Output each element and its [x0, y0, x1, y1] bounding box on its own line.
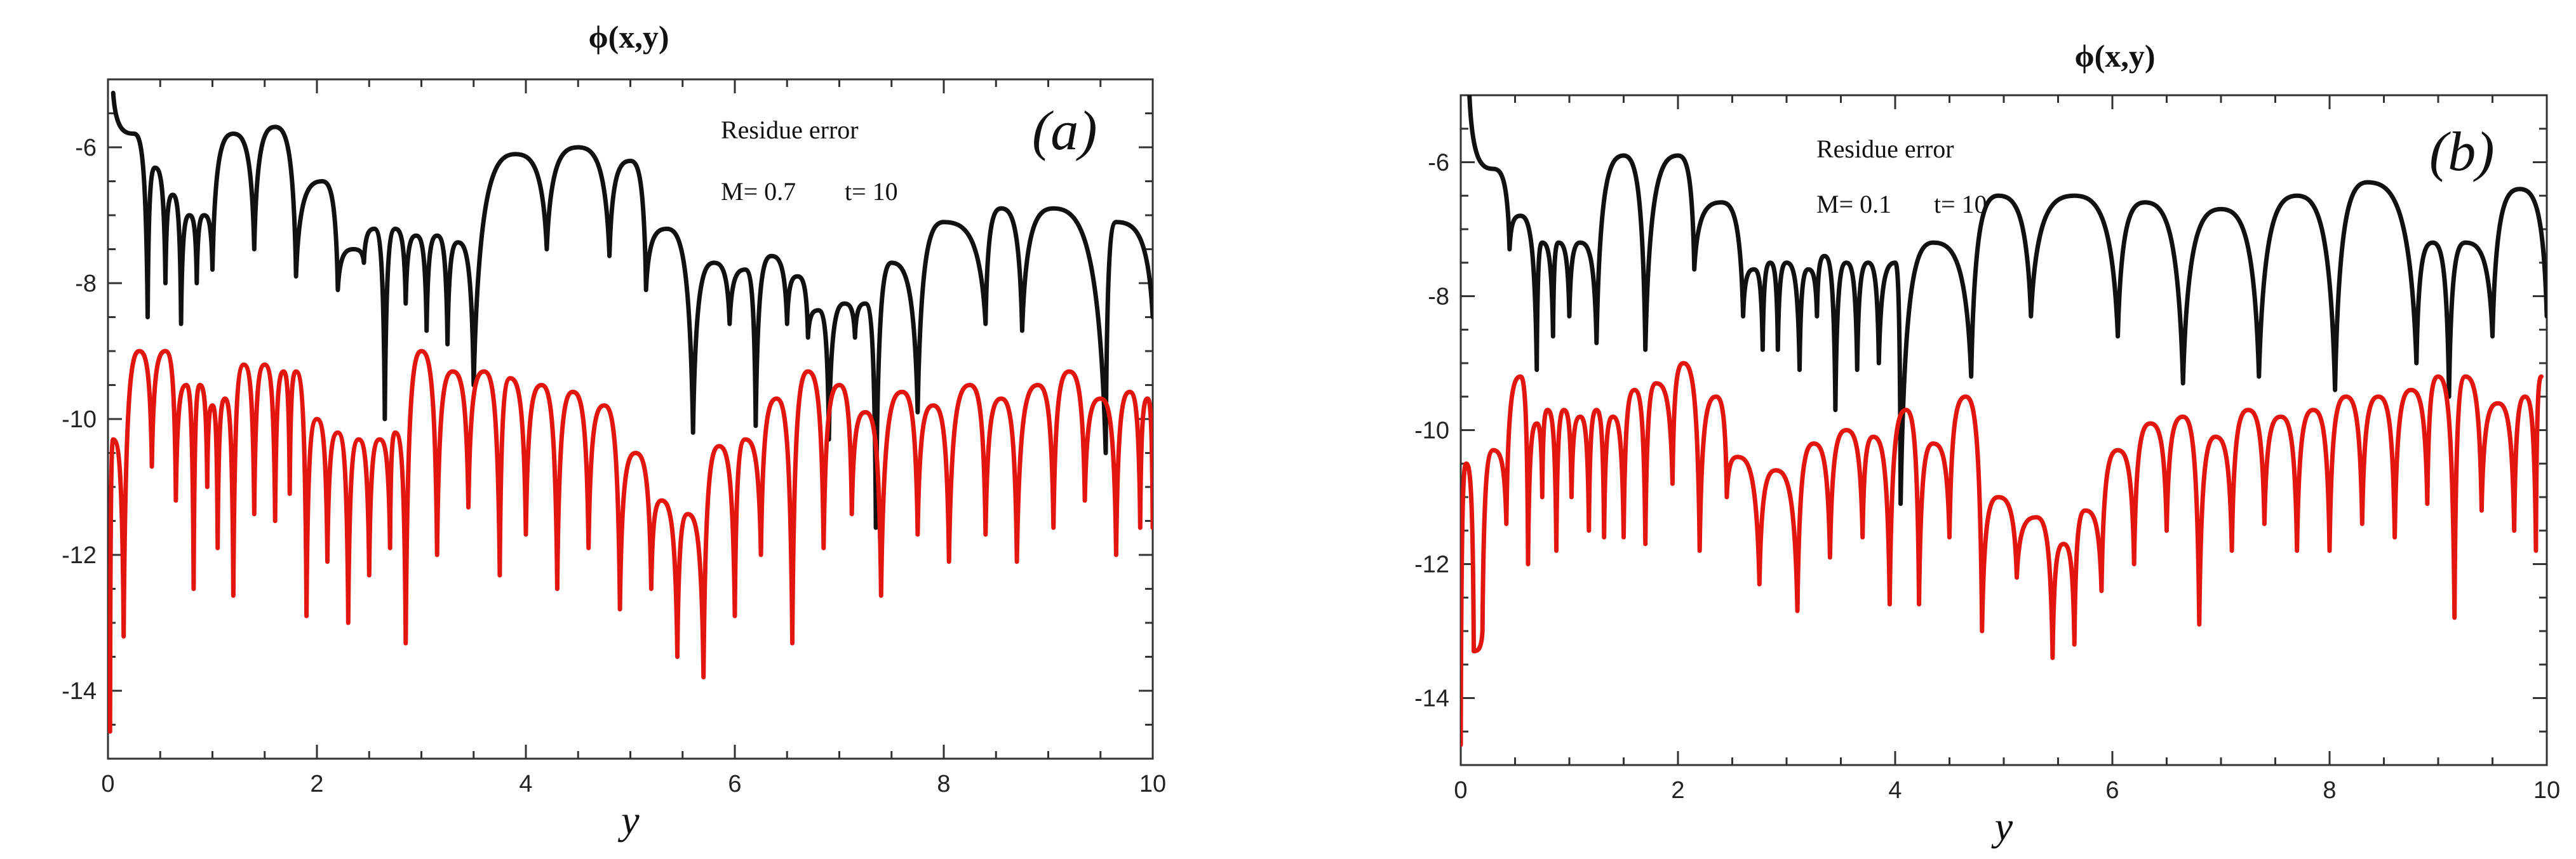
y-tick-label: -14 [1414, 686, 1449, 712]
x-tick-label: 0 [1454, 777, 1467, 804]
series-line-upper [1467, 95, 2547, 506]
annotation-t-value: t= 10 [845, 177, 898, 206]
x-tick-label: 8 [937, 771, 950, 797]
annotation-m-value: M= 0.7 [721, 177, 796, 206]
panel-label: (a) [1032, 100, 1097, 162]
y-tick-label: -10 [1414, 418, 1449, 444]
annotation-residue-error: Residue error [1816, 135, 1954, 163]
y-tick-label: -8 [75, 270, 97, 297]
series-line-lower [108, 349, 1153, 734]
x-tick-label: 2 [310, 771, 323, 797]
y-tick-label: -6 [75, 135, 97, 161]
series-line-lower [1461, 361, 2544, 747]
chart-title: ϕ(x,y) [2074, 38, 2155, 74]
annotation-m-value: M= 0.1 [1816, 190, 1891, 218]
x-axis-label: y [617, 797, 640, 842]
panel-label: (b) [2429, 121, 2495, 183]
x-tick-label: 4 [1888, 777, 1902, 804]
x-tick-label: 8 [2323, 777, 2336, 804]
panel-b: 0 2 4 6 8 10 -6 -8 -10 -12 -14 ϕ(x,y) y Residue error… [1414, 38, 2560, 849]
chart-title: ϕ(x,y) [588, 19, 669, 55]
panel-a: 0 2 4 6 8 10 -6 -8 -10 -12 -14 ϕ(x,y) y Residue error… [62, 19, 1166, 842]
y-tick-label: -10 [62, 406, 97, 433]
x-axis-label: y [1991, 804, 2013, 849]
x-tick-label: 2 [1671, 777, 1684, 804]
x-tick-label: 10 [2533, 777, 2560, 804]
annotation-t-value: t= 10 [1934, 190, 1987, 218]
annotation-residue-error: Residue error [721, 116, 859, 144]
y-tick-label: -8 [1428, 284, 1449, 310]
y-tick-label: -12 [62, 542, 97, 569]
x-tick-label: 10 [1139, 771, 1166, 797]
x-tick-label: 0 [101, 771, 114, 797]
x-tick-label: 6 [728, 771, 741, 797]
plot-frame [107, 78, 1154, 760]
y-tick-label: -12 [1414, 552, 1449, 578]
series-line-upper [111, 90, 1153, 530]
x-tick-label: 6 [2105, 777, 2119, 804]
x-tick-label: 4 [519, 771, 532, 797]
y-tick-label: -6 [1428, 150, 1449, 176]
y-tick-label: -14 [62, 678, 97, 705]
